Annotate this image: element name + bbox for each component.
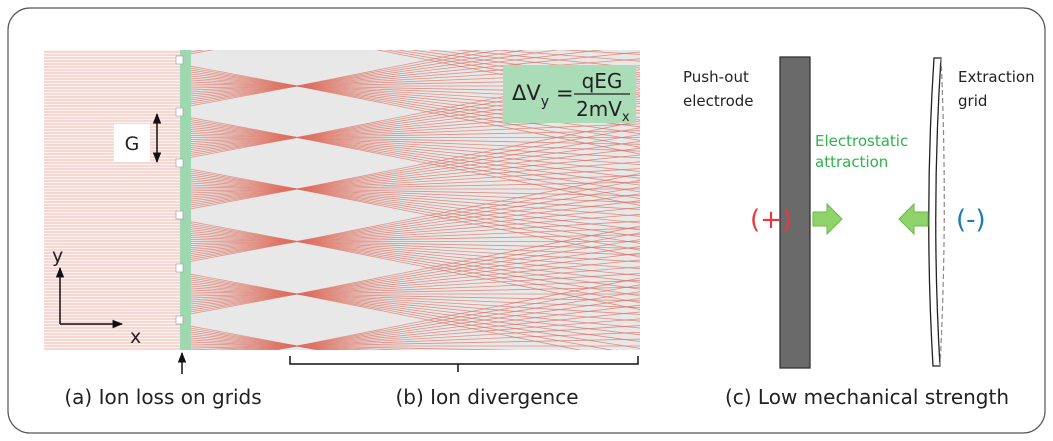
plus-sign: (+): [750, 205, 792, 235]
attraction-label: Electrostatic: [815, 132, 908, 150]
extraction-label: grid: [958, 92, 987, 110]
pushout-label: electrode: [683, 92, 754, 110]
decor: [176, 108, 183, 116]
x-label: x: [130, 326, 141, 348]
formula-equals: =: [556, 81, 574, 105]
decor: [176, 159, 183, 167]
decor: [176, 316, 183, 324]
minus-sign: (-): [956, 205, 986, 235]
caption-b: (b) Ion divergence: [395, 385, 578, 409]
attraction-label: attraction: [815, 153, 888, 171]
extraction-label: Extraction: [958, 68, 1035, 86]
formula-numerator: qEG: [582, 69, 623, 93]
caption-a: (a) Ion loss on grids: [64, 385, 261, 409]
decor: [176, 56, 183, 64]
pushout-label: Push-out: [683, 68, 749, 86]
caption-c: (c) Low mechanical strength: [725, 385, 1009, 409]
formula-denominator: 2mVx: [576, 97, 630, 125]
g-label: G: [125, 133, 140, 155]
y-label: y: [52, 245, 63, 267]
decor: [176, 264, 183, 272]
figure: ΔVy = qEG 2mVx G y x (a) Ion loss on gri…: [0, 0, 1053, 441]
decor: [176, 211, 183, 219]
